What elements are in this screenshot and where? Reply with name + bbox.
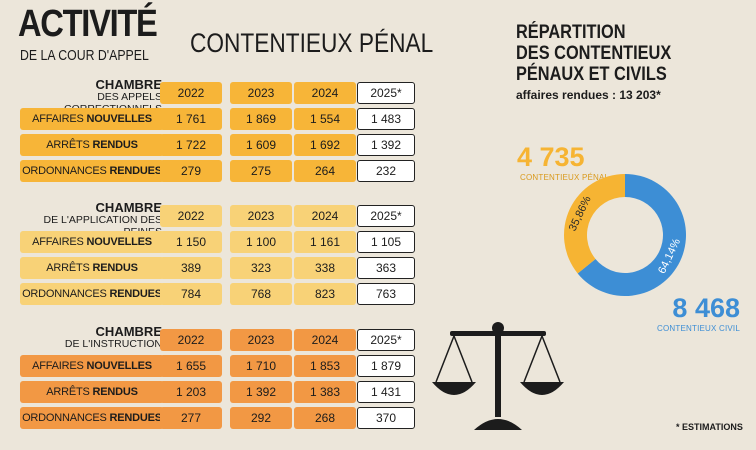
row-label-emph: RENDUES [109, 165, 163, 177]
row-label-main: AFFAIRES [32, 360, 87, 372]
value-cell: 279 [160, 160, 222, 182]
row-label: ARRÊTS RENDUS [20, 381, 164, 403]
value-cell: 338 [294, 257, 356, 279]
row-label-emph: RENDUES [109, 412, 163, 424]
civil-slice [577, 174, 686, 296]
chart-title-line-3: PÉNAUX ET CIVILS [516, 64, 667, 85]
value-cell: 1 655 [160, 355, 222, 377]
row-label-main: AFFAIRES [32, 113, 87, 125]
value-cell: 823 [294, 283, 356, 305]
row-label-emph: RENDUS [92, 386, 138, 398]
row-label-main: AFFAIRES [32, 236, 87, 248]
row-label-emph: RENDUES [109, 288, 163, 300]
chart-title-line-1: RÉPARTITION [516, 22, 626, 43]
value-cell: 1 105 [357, 231, 415, 253]
value-cell: 275 [230, 160, 292, 182]
value-cell: 768 [230, 283, 292, 305]
page-subtitle: DE LA COUR D'APPEL [20, 47, 149, 64]
value-cell: 1 150 [160, 231, 222, 253]
chamber-subtitle: DE L'INSTRUCTION [64, 338, 162, 350]
value-cell: 1 483 [357, 108, 415, 130]
value-cell: 323 [230, 257, 292, 279]
chamber-header: CHAMBRE DE L'INSTRUCTION [10, 324, 162, 350]
penal-legend: 4 735 CONTENTIEUX PÉNAL [517, 143, 609, 182]
value-cell: 1 710 [230, 355, 292, 377]
year-header: 2025* [357, 205, 415, 227]
footnote: * ESTIMATIONS [676, 422, 743, 432]
row-label-main: ARRÊTS [46, 386, 93, 398]
value-cell: 268 [294, 407, 356, 429]
value-cell: 292 [230, 407, 292, 429]
row-label: ORDONNANCES RENDUES [20, 407, 164, 429]
value-cell: 232 [357, 160, 415, 182]
year-header: 2024 [294, 82, 356, 104]
chart-title: RÉPARTITION DES CONTENTIEUX PÉNAUX ET CI… [516, 22, 671, 85]
value-cell: 389 [160, 257, 222, 279]
value-cell: 370 [357, 407, 415, 429]
row-label: ARRÊTS RENDUS [20, 134, 164, 156]
chamber-title: CHAMBRE [95, 324, 162, 339]
row-label-main: ORDONNANCES [22, 165, 110, 177]
year-header: 2024 [294, 205, 356, 227]
value-cell: 1 392 [230, 381, 292, 403]
donut-chart: 64,14%35,86% [564, 174, 686, 296]
value-cell: 1 161 [294, 231, 356, 253]
value-cell: 1 853 [294, 355, 356, 377]
chamber-title: CHAMBRE [95, 200, 162, 215]
row-label-emph: RENDUS [92, 262, 138, 274]
value-cell: 1 203 [160, 381, 222, 403]
year-header: 2025* [357, 82, 415, 104]
row-label: ARRÊTS RENDUS [20, 257, 164, 279]
value-cell: 763 [357, 283, 415, 305]
row-label-main: ORDONNANCES [22, 412, 110, 424]
row-label: AFFAIRES NOUVELLES [20, 355, 164, 377]
year-header: 2023 [230, 205, 292, 227]
year-header: 2022 [160, 82, 222, 104]
value-cell: 363 [357, 257, 415, 279]
year-header: 2022 [160, 205, 222, 227]
value-cell: 1 392 [357, 134, 415, 156]
chamber-title: CHAMBRE [95, 77, 162, 92]
row-label-emph: RENDUS [92, 139, 138, 151]
chart-title-line-2: DES CONTENTIEUX [516, 43, 672, 64]
row-label: ORDONNANCES RENDUES [20, 283, 164, 305]
row-label-main: ARRÊTS [46, 139, 93, 151]
year-header: 2022 [160, 329, 222, 351]
page-title: ACTIVITÉ [18, 3, 158, 45]
year-header: 2023 [230, 329, 292, 351]
value-cell: 1 869 [230, 108, 292, 130]
value-cell: 277 [160, 407, 222, 429]
section-title: CONTENTIEUX PÉNAL [190, 28, 434, 58]
penal-value: 4 735 [517, 142, 585, 172]
value-cell: 1 722 [160, 134, 222, 156]
civil-legend: 8 468 CONTENTIEUX CIVIL [650, 294, 740, 333]
row-label-emph: NOUVELLES [86, 113, 153, 125]
scales-of-justice-icon [432, 322, 564, 430]
row-label: AFFAIRES NOUVELLES [20, 231, 164, 253]
value-cell: 1 431 [357, 381, 415, 403]
value-cell: 1 761 [160, 108, 222, 130]
row-label-main: ARRÊTS [46, 262, 93, 274]
row-label: AFFAIRES NOUVELLES [20, 108, 164, 130]
civil-value: 8 468 [672, 293, 740, 323]
penal-label: CONTENTIEUX PÉNAL [520, 173, 610, 182]
chart-subtitle: affaires rendues : 13 203* [516, 88, 661, 102]
value-cell: 1 692 [294, 134, 356, 156]
penal-slice [564, 174, 625, 274]
year-header: 2023 [230, 82, 292, 104]
year-header: 2024 [294, 329, 356, 351]
row-label-emph: NOUVELLES [86, 360, 153, 372]
value-cell: 1 100 [230, 231, 292, 253]
value-cell: 1 609 [230, 134, 292, 156]
row-label: ORDONNANCES RENDUES [20, 160, 164, 182]
row-label-main: ORDONNANCES [22, 288, 110, 300]
civil-label: CONTENTIEUX CIVIL [657, 324, 740, 333]
value-cell: 784 [160, 283, 222, 305]
value-cell: 1 554 [294, 108, 356, 130]
value-cell: 264 [294, 160, 356, 182]
year-header: 2025* [357, 329, 415, 351]
value-cell: 1 383 [294, 381, 356, 403]
value-cell: 1 879 [357, 355, 415, 377]
row-label-emph: NOUVELLES [86, 236, 153, 248]
